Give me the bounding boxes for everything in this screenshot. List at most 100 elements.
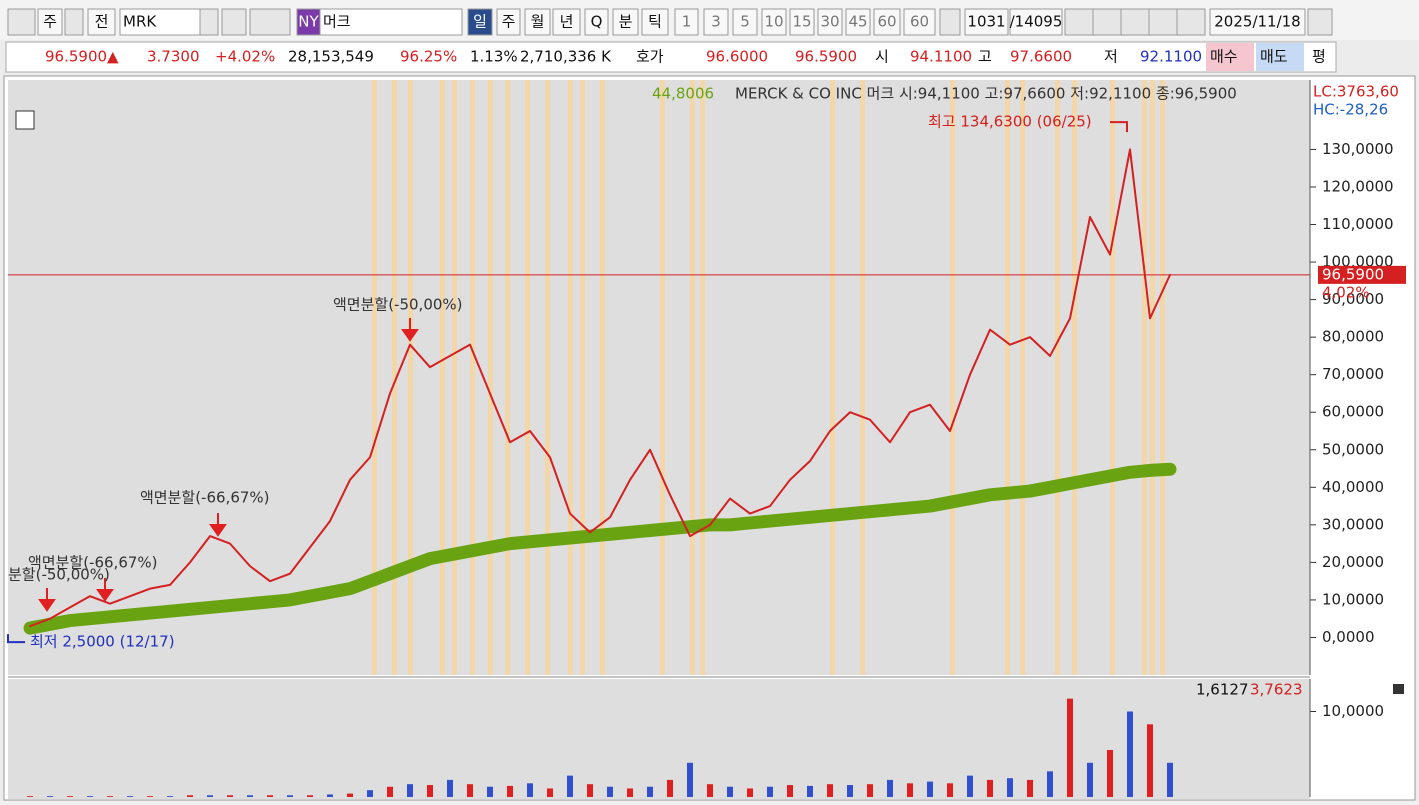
toolbar-label: 60 xyxy=(877,13,896,31)
toolbar-icon[interactable] xyxy=(1307,8,1333,36)
toolbar-icon[interactable] xyxy=(939,8,961,36)
volume-bar xyxy=(207,795,213,797)
quote-item: 96.5900▲ xyxy=(45,48,119,66)
grid-icon[interactable] xyxy=(15,110,35,130)
toolbar-icon[interactable] xyxy=(249,8,291,36)
event-band xyxy=(408,80,413,675)
toolbar-label: /14095 xyxy=(1010,13,1063,31)
low-marker xyxy=(7,634,25,644)
toolbar-button[interactable] xyxy=(732,8,758,36)
quote-item[interactable]: 평 xyxy=(1312,48,1326,66)
toolbar-button[interactable] xyxy=(37,8,63,36)
volume-pane xyxy=(8,679,1310,799)
volume-bar xyxy=(267,795,273,797)
y-tick-label: 110,0000 xyxy=(1322,215,1394,233)
toolbar-icon[interactable] xyxy=(64,8,84,36)
toolbar-label: 전 xyxy=(95,13,109,31)
toolbar-button[interactable] xyxy=(964,8,1009,36)
volume-bar xyxy=(667,779,673,797)
toolbar-button[interactable] xyxy=(612,8,639,36)
toolbar-button[interactable] xyxy=(496,8,521,36)
indicator-value: 44,8006 xyxy=(652,85,714,103)
volume-bar xyxy=(467,784,473,797)
quote-item[interactable]: 매수 xyxy=(1210,48,1238,66)
volume-bar xyxy=(847,785,853,797)
volume-bar xyxy=(387,786,393,797)
toolbar-button[interactable] xyxy=(1209,8,1306,36)
y-tick-label: 90,0000 xyxy=(1322,290,1384,308)
buy-button[interactable] xyxy=(1206,43,1254,71)
volume-bar xyxy=(87,796,93,797)
event-band xyxy=(1110,80,1115,675)
toolbar-button[interactable] xyxy=(87,8,116,36)
event-band xyxy=(700,80,705,675)
toolbar-button[interactable] xyxy=(845,8,871,36)
toolbar-icon[interactable] xyxy=(7,8,36,36)
toolbar-icon[interactable] xyxy=(199,8,219,36)
toolbar-button[interactable] xyxy=(903,8,936,36)
toolbar-label: 1 xyxy=(682,13,692,31)
volume-bar xyxy=(447,779,453,797)
quote-item[interactable]: 매도 xyxy=(1260,48,1288,66)
toolbar-icon[interactable] xyxy=(1120,8,1150,36)
toolbar-button[interactable] xyxy=(873,8,901,36)
volume-bar xyxy=(287,795,293,797)
y-tick-label: 40,0000 xyxy=(1322,478,1384,496)
toolbar-icon[interactable] xyxy=(1148,8,1178,36)
toolbar-button[interactable] xyxy=(467,8,493,36)
toolbar-button[interactable] xyxy=(703,8,729,36)
event-band xyxy=(690,80,695,675)
toolbar-button[interactable] xyxy=(319,8,463,36)
volume-bar xyxy=(1027,779,1033,797)
volume-bar xyxy=(707,784,713,797)
volume-bar xyxy=(907,783,913,797)
toolbar-icon[interactable] xyxy=(1064,8,1094,36)
toolbar-button[interactable] xyxy=(641,8,669,36)
quote-item: 저 xyxy=(1104,48,1118,66)
y-tick-label: 20,0000 xyxy=(1322,553,1384,571)
volume-bar xyxy=(607,786,613,797)
toolbar-label: MRK xyxy=(123,13,157,31)
last-price-tag xyxy=(1318,265,1406,284)
toolbar-button[interactable] xyxy=(1009,8,1063,36)
volume-bar xyxy=(1127,711,1133,797)
toolbar-button[interactable] xyxy=(789,8,815,36)
quote-bar xyxy=(5,41,1337,73)
y-tick-label: 70,0000 xyxy=(1322,365,1384,383)
volume-bar xyxy=(507,785,513,797)
toolbar-button[interactable] xyxy=(584,8,609,36)
toolbar-label: 년 xyxy=(560,13,574,31)
event-band xyxy=(568,80,573,675)
volume-bar xyxy=(1147,724,1153,797)
toolbar-label: 주 xyxy=(43,13,57,31)
split-annotation: 액면분할(-66,67%) xyxy=(28,554,158,572)
toolbar-button[interactable] xyxy=(817,8,843,36)
split-arrow xyxy=(209,513,227,537)
pane-close[interactable] xyxy=(1393,684,1404,694)
event-band xyxy=(830,80,835,675)
split-arrow xyxy=(401,318,419,342)
toolbar-button[interactable] xyxy=(524,8,551,36)
split-annotation: 액면분할(-50,00%) xyxy=(333,296,463,314)
event-band xyxy=(392,80,397,675)
toolbar-button[interactable] xyxy=(761,8,787,36)
toolbar-button[interactable] xyxy=(552,8,581,36)
toolbar-icon[interactable] xyxy=(1092,8,1122,36)
sell-button[interactable] xyxy=(1256,43,1304,71)
high-marker xyxy=(1110,121,1128,133)
chart-title: MERCK & CO INC 머크 시:94,1100 고:97,6600 저:… xyxy=(735,85,1237,103)
volume-bar xyxy=(627,788,633,797)
change-label: 4,02% xyxy=(1322,283,1370,301)
event-band xyxy=(372,80,377,675)
toolbar-icon[interactable] xyxy=(221,8,247,36)
toolbar-button[interactable] xyxy=(119,8,201,36)
volume-bar xyxy=(1107,749,1113,797)
volume-label-right: 3,7623 xyxy=(1250,681,1303,699)
toolbar-label: NY xyxy=(298,13,319,31)
toolbar-button[interactable] xyxy=(674,8,699,36)
volume-bar xyxy=(887,779,893,797)
toolbar-icon[interactable] xyxy=(1176,8,1206,36)
event-band xyxy=(600,80,605,675)
event-band xyxy=(505,80,510,675)
